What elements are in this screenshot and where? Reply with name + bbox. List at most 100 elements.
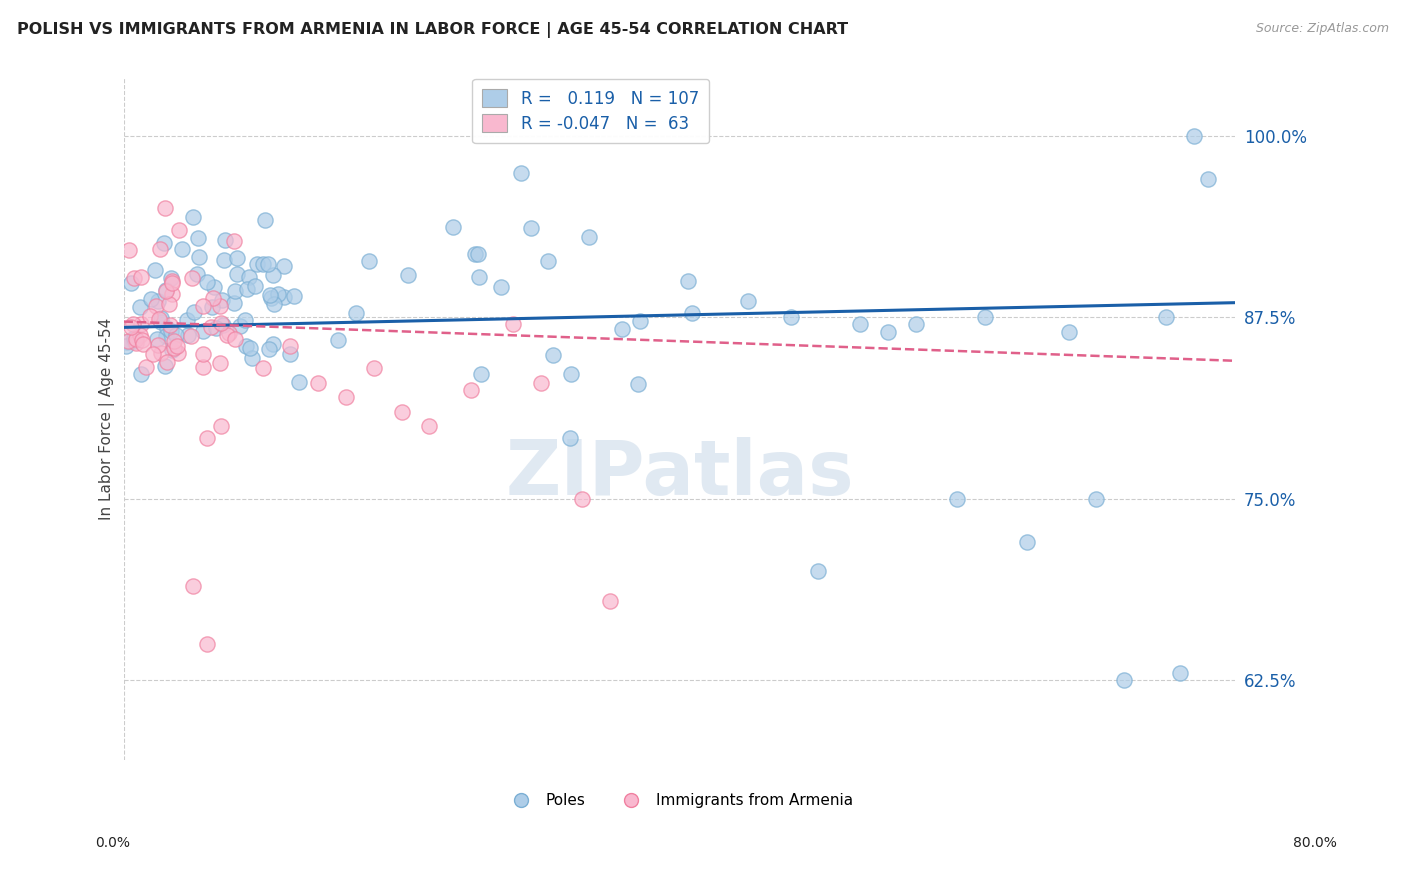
Point <box>307 376 329 390</box>
Point <box>201 300 224 314</box>
Point <box>1168 666 1191 681</box>
Point <box>187 250 209 264</box>
Point <box>122 318 145 332</box>
Point <box>197 275 219 289</box>
Point <box>280 346 302 360</box>
Point <box>468 269 491 284</box>
Point <box>183 210 205 224</box>
Point <box>224 295 246 310</box>
Point <box>363 361 385 376</box>
Point <box>183 305 205 319</box>
Point <box>418 419 440 434</box>
Point <box>160 271 183 285</box>
Point <box>204 320 226 334</box>
Point <box>209 419 232 434</box>
Point <box>543 348 565 362</box>
Point <box>200 320 222 334</box>
Point <box>145 299 167 313</box>
Point <box>263 297 285 311</box>
Point <box>335 390 357 404</box>
Point <box>146 332 169 346</box>
Point <box>208 355 231 369</box>
Point <box>273 290 295 304</box>
Point <box>779 310 801 325</box>
Point <box>191 347 214 361</box>
Point <box>209 316 232 330</box>
Point <box>252 361 274 376</box>
Point <box>176 313 198 327</box>
Point <box>155 328 177 343</box>
Point <box>224 285 246 299</box>
Point <box>148 312 170 326</box>
Point <box>676 274 699 288</box>
Text: POLISH VS IMMIGRANTS FROM ARMENIA IN LABOR FORCE | AGE 45-54 CORRELATION CHART: POLISH VS IMMIGRANTS FROM ARMENIA IN LAB… <box>17 22 848 38</box>
Point <box>849 318 872 332</box>
Point <box>470 368 492 382</box>
Point <box>627 376 650 391</box>
Point <box>391 404 413 418</box>
Point <box>807 565 830 579</box>
Point <box>146 338 169 352</box>
Point <box>157 297 180 311</box>
Point <box>211 293 233 307</box>
Point <box>259 288 281 302</box>
Point <box>224 234 246 248</box>
Point <box>441 219 464 234</box>
Text: 0.0%: 0.0% <box>96 837 129 850</box>
Point <box>359 254 381 268</box>
Point <box>156 320 179 334</box>
Point <box>125 332 148 346</box>
Point <box>155 284 177 298</box>
Text: Source: ZipAtlas.com: Source: ZipAtlas.com <box>1256 22 1389 36</box>
Point <box>181 579 204 593</box>
Point <box>904 318 927 332</box>
Point <box>253 213 276 227</box>
Point <box>252 257 274 271</box>
Point <box>202 292 225 306</box>
Point <box>233 312 256 326</box>
Point <box>131 368 153 382</box>
Point <box>537 254 560 268</box>
Point <box>131 269 153 284</box>
Point <box>124 331 146 345</box>
Point <box>257 256 280 270</box>
Point <box>491 280 513 294</box>
Point <box>224 332 246 346</box>
Point <box>155 284 177 298</box>
Point <box>214 233 236 247</box>
Point <box>202 279 225 293</box>
Point <box>160 286 183 301</box>
Point <box>118 243 141 257</box>
Point <box>181 271 204 285</box>
Point <box>239 341 262 355</box>
Point <box>273 259 295 273</box>
Point <box>146 293 169 308</box>
Point <box>124 334 146 349</box>
Point <box>191 359 214 374</box>
Point <box>226 267 249 281</box>
Point <box>124 270 146 285</box>
Point <box>243 279 266 293</box>
Point <box>149 242 172 256</box>
Point <box>502 318 524 332</box>
Point <box>262 336 284 351</box>
Point <box>117 334 139 348</box>
Point <box>599 593 621 607</box>
Point <box>509 166 531 180</box>
Point <box>262 268 284 282</box>
Point <box>129 317 152 331</box>
Point <box>1085 491 1108 506</box>
Point <box>159 325 181 339</box>
Point <box>150 311 173 326</box>
Point <box>176 328 198 343</box>
Point <box>236 282 259 296</box>
Point <box>143 262 166 277</box>
Point <box>209 299 232 313</box>
Point <box>191 299 214 313</box>
Point <box>167 345 190 359</box>
Point <box>529 376 551 390</box>
Point <box>1197 172 1219 186</box>
Point <box>225 251 247 265</box>
Point <box>287 375 309 389</box>
Point <box>1015 535 1038 549</box>
